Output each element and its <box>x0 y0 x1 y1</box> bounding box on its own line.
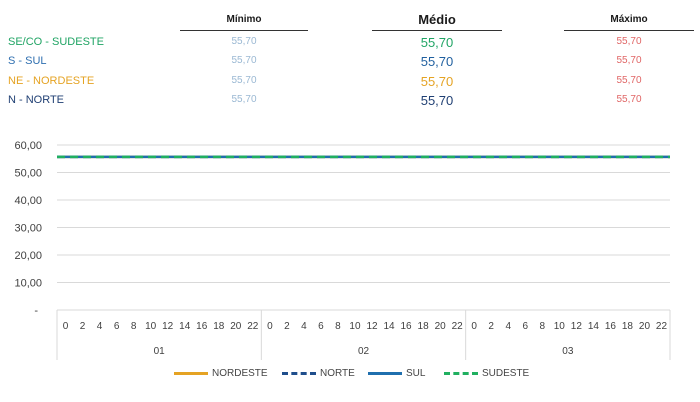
header-max: Máximo <box>610 14 648 25</box>
x-group-label: 01 <box>154 346 166 357</box>
y-tick-label: 10,00 <box>14 278 42 290</box>
x-tick-label: 0 <box>471 321 477 332</box>
summary-max-value: 55,70 <box>616 75 642 86</box>
legend-item-norte: NORTE <box>282 368 355 379</box>
x-tick-label: 6 <box>318 321 324 332</box>
x-tick-label: 8 <box>335 321 341 332</box>
x-tick-label: 0 <box>267 321 273 332</box>
x-tick-label: 22 <box>452 321 464 332</box>
x-tick-label: 0 <box>63 321 69 332</box>
x-tick-label: 14 <box>588 321 600 332</box>
summary-row-label: SE/CO - SUDESTE <box>8 36 104 48</box>
legend-item-sudeste: SUDESTE <box>444 368 529 379</box>
x-tick-label: 20 <box>639 321 651 332</box>
y-tick-label: 50,00 <box>14 168 42 180</box>
x-tick-label: 4 <box>97 321 103 332</box>
summary-min-value: 55,70 <box>231 94 257 105</box>
x-tick-label: 4 <box>505 321 511 332</box>
header-avg: Médio <box>418 12 456 27</box>
x-tick-label: 8 <box>540 321 546 332</box>
x-tick-label: 14 <box>179 321 191 332</box>
legend-swatch <box>174 372 208 375</box>
x-tick-label: 20 <box>435 321 447 332</box>
y-axis-ticks: - 10,00 20,00 30,00 40,00 50,00 60,00 <box>14 140 42 317</box>
summary-min-value: 55,70 <box>231 36 257 47</box>
header-min: Mínimo <box>226 14 262 25</box>
x-tick-label: 18 <box>622 321 634 332</box>
x-tick-label: 22 <box>656 321 668 332</box>
legend-label: NORTE <box>320 368 355 379</box>
summary-min-value: 55,70 <box>231 75 257 86</box>
summary-avg-value: 55,70 <box>420 54 454 69</box>
x-tick-label: 12 <box>162 321 174 332</box>
x-tick-label: 22 <box>247 321 259 332</box>
summary-max-value: 55,70 <box>616 94 642 105</box>
x-tick-label: 10 <box>554 321 566 332</box>
x-tick-label: 14 <box>383 321 395 332</box>
y-tick-label: - <box>34 305 38 317</box>
chart-gridlines <box>57 144 670 283</box>
x-tick-label: 8 <box>131 321 137 332</box>
summary-avg-value: 55,70 <box>420 74 454 89</box>
y-tick-label: 60,00 <box>14 140 42 152</box>
x-tick-label: 10 <box>349 321 361 332</box>
summary-table: Mínimo Médio Máximo SE/CO - SUDESTE 55,70… <box>0 0 700 120</box>
legend-label: NORDESTE <box>212 368 268 379</box>
x-tick-label: 2 <box>284 321 290 332</box>
header-max-underline <box>564 30 694 31</box>
header-avg-underline <box>372 30 502 31</box>
header-min-underline <box>180 30 308 31</box>
x-tick-label: 16 <box>605 321 617 332</box>
x-tick-label: 18 <box>213 321 225 332</box>
x-tick-label: 2 <box>80 321 86 332</box>
summary-row-label: N - NORTE <box>8 94 65 106</box>
x-tick-label: 2 <box>488 321 494 332</box>
summary-row-label: S - SUL <box>8 55 47 67</box>
legend-item-nordeste: NORDESTE <box>174 368 268 379</box>
x-group-label: 02 <box>358 346 370 357</box>
y-tick-label: 30,00 <box>14 223 42 235</box>
legend-swatch <box>444 372 478 375</box>
chart-legend: NORDESTE NORTE SUL SUDESTE <box>0 368 700 384</box>
summary-avg-value: 55,70 <box>420 93 454 108</box>
x-tick-label: 4 <box>301 321 307 332</box>
legend-swatch <box>368 372 402 375</box>
legend-swatch <box>282 372 316 375</box>
legend-label: SUL <box>406 368 426 379</box>
y-tick-label: 20,00 <box>14 250 42 262</box>
summary-min-value: 55,70 <box>231 55 257 66</box>
x-tick-label: 6 <box>522 321 528 332</box>
x-tick-label: 12 <box>571 321 583 332</box>
x-group-label: 03 <box>562 346 574 357</box>
x-tick-label: 10 <box>145 321 157 332</box>
x-tick-label: 20 <box>230 321 242 332</box>
legend-label: SUDESTE <box>482 368 530 379</box>
x-tick-label: 16 <box>196 321 208 332</box>
y-tick-label: 40,00 <box>14 195 42 207</box>
x-tick-label: 18 <box>418 321 430 332</box>
x-tick-label: 12 <box>366 321 378 332</box>
x-tick-label: 6 <box>114 321 120 332</box>
summary-row-label: NE - NORDESTE <box>8 75 95 87</box>
summary-avg-value: 55,70 <box>420 35 454 50</box>
x-tick-label: 16 <box>401 321 413 332</box>
legend-item-sul: SUL <box>368 368 425 379</box>
summary-max-value: 55,70 <box>616 55 642 66</box>
summary-max-value: 55,70 <box>616 36 642 47</box>
